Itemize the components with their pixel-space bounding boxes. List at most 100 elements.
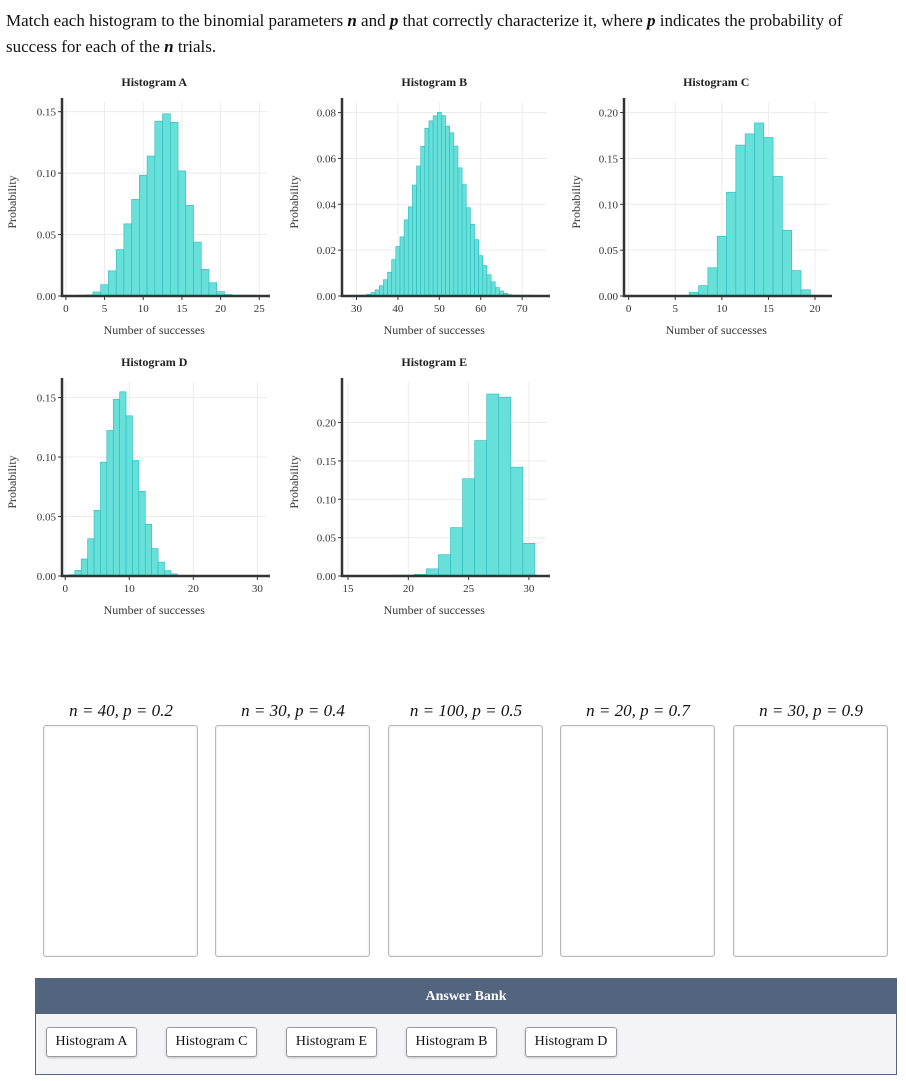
- y-tick-label: 0.00: [599, 291, 619, 303]
- x-axis-title: Number of successes: [666, 323, 768, 337]
- y-tick-label: 0.10: [37, 452, 57, 464]
- x-axis-title: Number of successes: [104, 603, 206, 617]
- histogram-bar: [772, 176, 783, 297]
- histogram-bar: [387, 271, 392, 297]
- histogram-bar: [698, 285, 709, 297]
- histogram-bar: [420, 145, 426, 297]
- answer-chip-histogram-a[interactable]: Histogram A: [46, 1027, 137, 1057]
- question-text: Match each histogram to the binomial par…: [6, 8, 896, 60]
- y-tick-label: 0.15: [37, 107, 57, 119]
- y-tick-label: 0.05: [599, 245, 619, 257]
- histogram-c-chart: 0.00 0.05 0.10 0.15 0.20 0 5 10 15 20 Histogram C N…: [564, 70, 844, 350]
- histogram-bar: [132, 460, 140, 577]
- histogram-bar: [744, 133, 755, 297]
- drop-zone-1[interactable]: [43, 725, 198, 957]
- histogram-bar: [80, 558, 88, 577]
- question-part: that correctly characterize it, where: [398, 11, 648, 30]
- histogram-bar: [146, 155, 156, 297]
- question-var-p: p: [647, 11, 656, 30]
- histogram-bar: [87, 538, 95, 577]
- x-tick-label: 30: [351, 303, 363, 315]
- histogram-bar: [470, 223, 475, 297]
- y-tick-label: 0.02: [317, 245, 336, 257]
- drop-zone-5[interactable]: [733, 725, 888, 957]
- histogram-bar: [498, 396, 512, 577]
- x-tick-label: 50: [434, 303, 446, 315]
- histogram-bar: [403, 219, 409, 297]
- histogram-bar: [154, 120, 163, 297]
- histogram-bar: [170, 121, 179, 297]
- y-axis-title: Probability: [287, 175, 301, 228]
- histogram-bar: [424, 127, 430, 297]
- x-tick-label: 20: [403, 583, 415, 595]
- y-tick-label: 0.10: [317, 494, 337, 506]
- y-tick-label: 0.06: [317, 153, 337, 165]
- y-tick-label: 0.15: [37, 393, 57, 405]
- question-var-p: p: [389, 11, 399, 30]
- y-tick-label: 0.08: [317, 108, 337, 120]
- x-tick-label: 5: [102, 303, 108, 315]
- histogram-bar: [441, 115, 446, 297]
- histogram-b-chart: 0.00 0.02 0.04 0.06 0.08 30 40 50 60 70 Histogram …: [282, 70, 562, 350]
- histogram-bar: [416, 165, 421, 297]
- histogram-bar: [100, 461, 108, 577]
- question-part: Match each histogram to the binomial par…: [6, 11, 348, 30]
- x-tick-label: 0: [626, 303, 632, 315]
- histogram-bar: [428, 120, 434, 297]
- x-tick-label: 10: [138, 303, 150, 315]
- histogram-bar: [193, 241, 202, 297]
- histogram-bar: [151, 548, 159, 577]
- histogram-bar: [412, 184, 417, 297]
- x-tick-label: 70: [517, 303, 529, 315]
- histogram-bar: [490, 281, 496, 297]
- histogram-bar: [131, 199, 140, 297]
- y-axis-title: Probability: [5, 455, 19, 508]
- histogram-bar: [754, 122, 765, 297]
- drop-zone-4[interactable]: [560, 725, 715, 957]
- histogram-a-chart: 0.00 0.05 0.10 0.15 0 5 10 15 20 25 Histogram A Num…: [0, 70, 280, 350]
- histogram-bar: [185, 205, 194, 297]
- histogram-bar: [461, 184, 467, 297]
- answer-chip-histogram-b[interactable]: Histogram B: [406, 1027, 497, 1057]
- histogram-d-chart: 0.00 0.05 0.10 0.15 0 10 20 30 Histogram D Number…: [0, 350, 280, 630]
- y-tick-label: 0.04: [317, 199, 337, 211]
- histogram-bar: [407, 206, 413, 297]
- histogram-bar: [457, 167, 463, 297]
- x-tick-label: 0: [62, 583, 68, 595]
- chart-svg: 0.00 0.05 0.10 0.15 0 5 10 15 20 25 Histogram A Num…: [5, 75, 270, 337]
- chart-svg: 0.00 0.05 0.10 0.15 0.20 15 20 25 30 Histogram E N…: [287, 355, 550, 617]
- y-tick-label: 0.05: [317, 533, 337, 545]
- histogram-bar: [112, 399, 120, 577]
- target-label-0: n = 40, p = 0.2: [69, 701, 173, 720]
- y-tick-label: 0.05: [37, 230, 57, 242]
- x-tick-label: 20: [810, 303, 822, 315]
- answer-bank: Answer Bank: [35, 978, 897, 1075]
- y-tick-label: 0.10: [37, 168, 57, 180]
- x-tick-label: 10: [716, 303, 728, 315]
- question-part: trials.: [173, 37, 217, 56]
- histogram-bar: [453, 145, 459, 297]
- x-tick-label: 25: [254, 303, 266, 315]
- x-axis-title: Number of successes: [104, 323, 206, 337]
- target-label-3: n = 20, p = 0.7: [586, 701, 690, 720]
- histogram-bar: [791, 270, 802, 297]
- histogram-bar: [106, 430, 114, 577]
- drop-zone-3[interactable]: [388, 725, 543, 957]
- histogram-bar: [200, 269, 210, 297]
- histogram-bar: [735, 144, 746, 297]
- histogram-bar: [162, 113, 171, 297]
- target-label-1: n = 30, p = 0.4: [241, 701, 345, 720]
- histogram-bar: [782, 230, 793, 297]
- y-tick-label: 0.15: [317, 456, 337, 468]
- answer-chip-histogram-d[interactable]: Histogram D: [525, 1027, 617, 1057]
- histogram-bar: [432, 115, 438, 297]
- drop-zone-2[interactable]: [215, 725, 370, 957]
- y-axis-title: Probability: [5, 175, 19, 228]
- answer-bank-title: Answer Bank: [36, 979, 896, 1014]
- answer-chip-histogram-e[interactable]: Histogram E: [286, 1027, 377, 1057]
- question-var-n: n: [164, 37, 174, 56]
- x-tick-label: 10: [124, 583, 136, 595]
- histogram-bar: [139, 174, 148, 297]
- answer-chip-histogram-c[interactable]: Histogram C: [166, 1027, 257, 1057]
- histogram-bar: [522, 543, 536, 577]
